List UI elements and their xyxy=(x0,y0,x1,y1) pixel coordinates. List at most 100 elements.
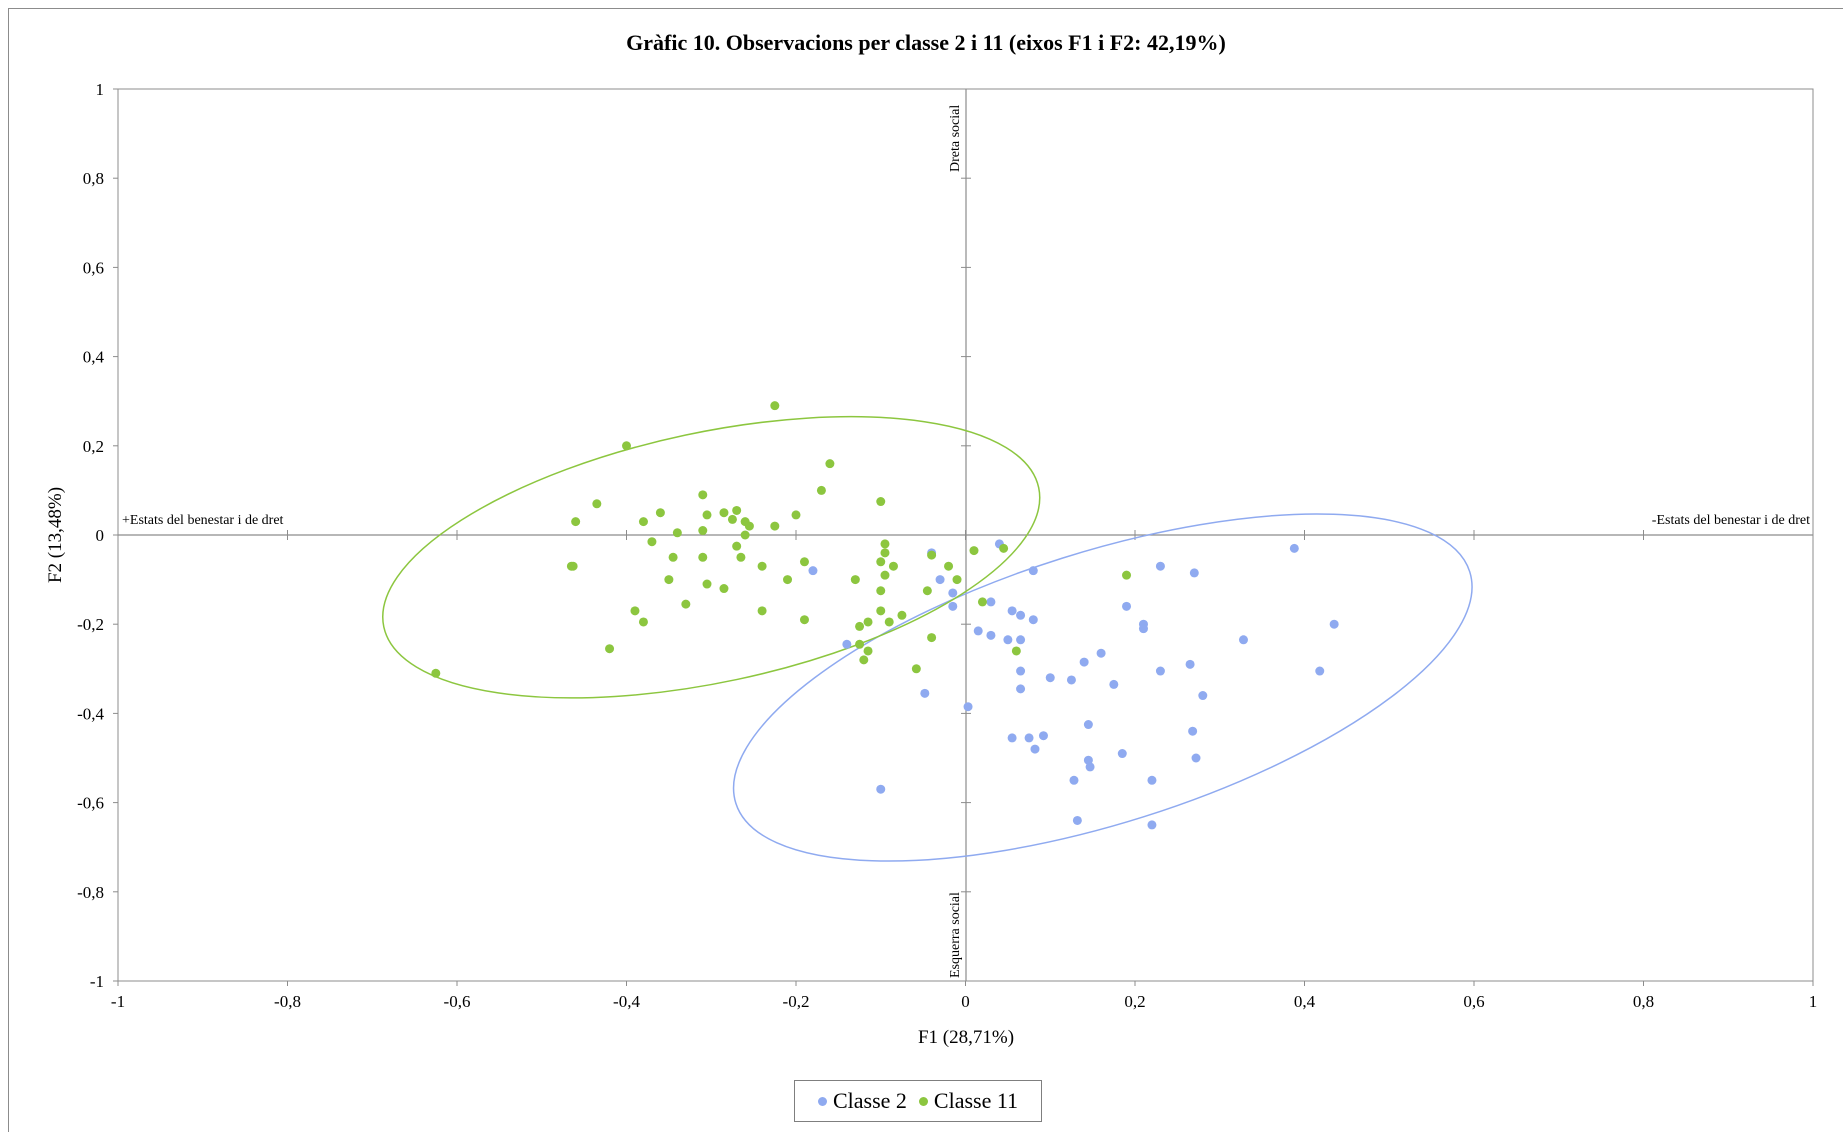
point-classe-11 xyxy=(592,499,602,509)
point-classe-11 xyxy=(876,497,886,507)
point-classe-2 xyxy=(1155,666,1165,676)
point-classe-11 xyxy=(622,441,631,451)
point-classe-2 xyxy=(948,601,958,611)
point-classe-11 xyxy=(698,552,708,562)
point-classe-11 xyxy=(927,633,937,643)
point-classe-11 xyxy=(757,561,767,571)
point-classe-11 xyxy=(952,575,962,585)
point-classe-11 xyxy=(897,610,907,620)
legend-marker-classe-2 xyxy=(817,1096,827,1106)
point-classe-2 xyxy=(1188,726,1198,736)
point-classe-11 xyxy=(855,621,865,631)
x-tick-label: -0,4 xyxy=(613,992,640,1011)
annotation-top: Dreta social xyxy=(948,105,963,172)
point-classe-11 xyxy=(876,586,886,596)
point-classe-2 xyxy=(986,630,996,640)
point-classe-2 xyxy=(1072,815,1082,825)
point-classe-2 xyxy=(1289,543,1299,553)
y-tick-label: 0 xyxy=(96,526,105,545)
point-classe-2 xyxy=(1198,691,1208,701)
point-classe-2 xyxy=(1155,561,1165,571)
point-classe-11 xyxy=(977,597,987,607)
point-classe-11 xyxy=(638,617,648,627)
point-classe-11 xyxy=(863,646,873,656)
point-classe-11 xyxy=(630,606,640,616)
point-classe-11 xyxy=(888,561,898,571)
y-tick-label: -0,8 xyxy=(77,883,104,902)
chart-title: Gràfic 10. Observacions per classe 2 i 1… xyxy=(626,30,1226,55)
annotation-left: +Estats del benestar i de dret xyxy=(122,513,284,528)
point-classe-2 xyxy=(1028,615,1038,625)
point-classe-2 xyxy=(1007,606,1017,616)
point-classe-2 xyxy=(1028,566,1038,576)
point-classe-2 xyxy=(1038,731,1048,741)
point-classe-11 xyxy=(698,490,708,500)
point-classe-11 xyxy=(944,561,954,571)
y-tick-label: 1 xyxy=(96,80,105,99)
y-tick-label: -0,2 xyxy=(77,615,104,634)
point-classe-2 xyxy=(920,688,930,698)
point-classe-11 xyxy=(672,528,682,538)
y-tick-label: 0,2 xyxy=(83,437,104,456)
point-classe-11 xyxy=(702,579,712,589)
y-tick-label: -1 xyxy=(90,972,104,991)
point-classe-2 xyxy=(1138,624,1148,634)
legend: Classe 2 Classe 11 xyxy=(794,1080,1042,1122)
point-classe-11 xyxy=(719,508,729,518)
point-classe-11 xyxy=(880,548,890,558)
point-classe-11 xyxy=(825,459,835,469)
legend-item-classe-11: Classe 11 xyxy=(918,1088,1019,1114)
legend-marker-classe-11 xyxy=(918,1096,928,1106)
point-classe-11 xyxy=(647,537,657,547)
legend-item-classe-2: Classe 2 xyxy=(817,1088,907,1114)
point-classe-11 xyxy=(880,539,890,549)
point-classe-11 xyxy=(681,599,691,609)
point-classe-2 xyxy=(1016,666,1026,676)
point-classe-11 xyxy=(702,510,712,520)
point-classe-2 xyxy=(1315,666,1325,676)
point-classe-2 xyxy=(808,566,818,576)
point-classe-2 xyxy=(973,626,983,636)
plot-area: -1 -0,8 -0,6 -0,4 -0,2 0 0,2 0,4 0,6 0,8 1 1 0,8 0,6 0… xyxy=(77,80,1817,1011)
point-classe-2 xyxy=(876,784,886,794)
point-classe-11 xyxy=(1122,570,1132,580)
point-classe-11 xyxy=(876,606,886,616)
point-classe-11 xyxy=(698,526,708,536)
point-classe-11 xyxy=(927,550,937,560)
point-classe-11 xyxy=(638,517,648,527)
annotation-right: -Estats del benestar i de dret xyxy=(1652,513,1810,528)
point-classe-11 xyxy=(911,664,921,674)
point-classe-11 xyxy=(816,485,826,495)
point-classe-11 xyxy=(744,521,754,531)
y-axis-label: F2 (13,48%) xyxy=(45,487,66,583)
point-classe-11 xyxy=(655,508,665,518)
point-classe-11 xyxy=(571,517,581,527)
x-tick-label: -1 xyxy=(111,992,125,1011)
point-classe-2 xyxy=(1066,675,1076,685)
ellipse-classe-11 xyxy=(382,415,1041,699)
point-classe-11 xyxy=(876,557,886,567)
y-tick-label: 0,6 xyxy=(83,258,104,277)
x-tick-label: -0,8 xyxy=(274,992,301,1011)
legend-label-classe-11: Classe 11 xyxy=(933,1088,1019,1113)
x-tick-label: -0,2 xyxy=(783,992,810,1011)
point-classe-11 xyxy=(727,514,737,524)
point-classe-2 xyxy=(1096,648,1106,658)
point-classe-2 xyxy=(842,639,852,649)
point-classe-2 xyxy=(1016,684,1026,694)
point-classe-11 xyxy=(999,543,1009,553)
point-classe-2 xyxy=(1016,610,1026,620)
point-classe-2 xyxy=(1122,601,1132,611)
point-classe-11 xyxy=(757,606,767,616)
y-tick-label: -0,4 xyxy=(77,704,104,723)
point-classe-11 xyxy=(859,655,869,665)
point-classe-2 xyxy=(1329,619,1339,629)
point-classe-2 xyxy=(1238,635,1248,645)
point-classe-11 xyxy=(850,575,860,585)
x-tick-label: 0,4 xyxy=(1294,992,1316,1011)
y-tick-label: -0,6 xyxy=(77,794,104,813)
point-classe-2 xyxy=(1085,762,1095,772)
point-classe-2 xyxy=(986,597,996,607)
x-tick-label: 0 xyxy=(961,992,970,1011)
